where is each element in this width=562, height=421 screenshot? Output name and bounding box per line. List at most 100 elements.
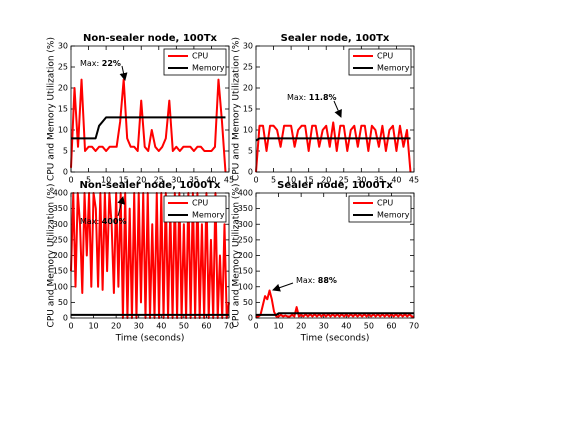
x-tick-label: 40 xyxy=(341,322,351,331)
annotation-value: 11.8% xyxy=(309,93,337,102)
x-tick-label: 45 xyxy=(224,176,234,185)
y-tick-label: 50 xyxy=(243,298,253,307)
y-tick-label: 25 xyxy=(58,63,68,72)
annotation-arrow xyxy=(272,282,294,292)
x-tick-label: 30 xyxy=(319,322,329,331)
annotation-label: Max: xyxy=(287,93,306,102)
x-tick-label: 5 xyxy=(86,176,91,185)
subplot-title: Sealer node, 1000Tx xyxy=(277,180,393,191)
x-tick-label: 20 xyxy=(136,176,146,185)
legend-box xyxy=(163,48,227,76)
x-tick-label: 70 xyxy=(224,322,234,331)
axes-frame xyxy=(70,45,230,173)
axes-frame xyxy=(255,45,415,173)
y-tick-label: 0 xyxy=(63,168,68,177)
y-tick-label: 100 xyxy=(53,282,68,291)
annotation-arrow xyxy=(119,65,128,81)
y-tick-label: 150 xyxy=(53,267,68,276)
annotation-value: 88% xyxy=(318,276,337,285)
x-tick-label: 70 xyxy=(409,322,419,331)
y-tick-label: 400 xyxy=(238,189,253,198)
x-tick-label: 10 xyxy=(88,322,98,331)
annotation: Max: 11.8% xyxy=(287,93,337,102)
y-tick-label: 15 xyxy=(58,105,68,114)
x-tick-label: 50 xyxy=(179,322,189,331)
annotation: Max: 400% xyxy=(80,217,127,226)
y-tick-label: 15 xyxy=(243,105,253,114)
x-axis-label: Time (seconds) xyxy=(300,334,370,344)
y-tick-label: 400 xyxy=(53,189,68,198)
annotation-arrow xyxy=(117,196,126,217)
x-tick-label: 10 xyxy=(101,176,111,185)
y-tick-label: 200 xyxy=(53,251,68,260)
x-tick-label: 25 xyxy=(339,176,349,185)
series-line xyxy=(70,78,227,173)
x-tick-label: 0 xyxy=(68,176,73,185)
y-axis-label: CPU and Memory Utilization (%) xyxy=(47,37,57,181)
legend-label: Memory xyxy=(377,211,410,220)
y-tick-label: 300 xyxy=(238,220,253,229)
x-axis-label: Time (seconds) xyxy=(115,334,185,344)
x-tick-label: 50 xyxy=(364,322,374,331)
annotation-label: Max: xyxy=(80,217,99,226)
x-tick-label: 40 xyxy=(156,322,166,331)
x-tick-label: 20 xyxy=(111,322,121,331)
series-line xyxy=(256,289,414,318)
x-tick-label: 30 xyxy=(356,176,366,185)
y-tick-label: 10 xyxy=(243,126,253,135)
y-tick-label: 200 xyxy=(238,251,253,260)
y-tick-label: 50 xyxy=(58,298,68,307)
y-tick-label: 20 xyxy=(243,84,253,93)
subplot-title: Non-sealer node, 100Tx xyxy=(83,33,218,44)
annotation-value: 22% xyxy=(102,59,121,68)
y-tick-label: 150 xyxy=(238,267,253,276)
x-tick-label: 35 xyxy=(189,176,199,185)
series-line xyxy=(255,121,412,173)
y-tick-label: 350 xyxy=(238,204,253,213)
x-tick-label: 5 xyxy=(271,176,276,185)
y-tick-label: 0 xyxy=(248,314,253,323)
annotation-label: Max: xyxy=(80,59,99,68)
y-tick-label: 25 xyxy=(243,63,253,72)
legend-label: CPU xyxy=(377,52,393,61)
y-tick-label: 250 xyxy=(53,235,68,244)
y-axis-label: CPU and Memory Utilization (%) xyxy=(232,37,242,181)
y-axis-label: CPU and Memory Utilization (%) xyxy=(47,184,57,328)
x-tick-label: 30 xyxy=(134,322,144,331)
y-tick-label: 20 xyxy=(58,84,68,93)
x-tick-label: 35 xyxy=(374,176,384,185)
legend-label: CPU xyxy=(192,199,208,208)
x-tick-label: 20 xyxy=(321,176,331,185)
x-tick-label: 0 xyxy=(68,322,73,331)
x-tick-label: 60 xyxy=(201,322,211,331)
x-tick-label: 45 xyxy=(409,176,419,185)
legend-box xyxy=(348,195,412,223)
y-tick-label: 350 xyxy=(53,204,68,213)
y-tick-label: 250 xyxy=(238,235,253,244)
annotation: Max: 88% xyxy=(296,276,337,285)
legend-label: CPU xyxy=(192,52,208,61)
legend-box xyxy=(348,48,412,76)
annotation-label: Max: xyxy=(296,276,315,285)
y-tick-label: 30 xyxy=(58,42,68,51)
axes-frame xyxy=(255,192,415,319)
series-line xyxy=(255,137,411,142)
x-tick-label: 40 xyxy=(391,176,401,185)
y-axis-label: CPU and Memory Utilization (%) xyxy=(232,184,242,328)
y-tick-label: 0 xyxy=(248,168,253,177)
annotation: Max: 22% xyxy=(80,59,121,68)
x-tick-label: 0 xyxy=(253,322,258,331)
series-line xyxy=(256,312,414,316)
x-tick-label: 15 xyxy=(304,176,314,185)
x-tick-label: 20 xyxy=(296,322,306,331)
y-tick-label: 30 xyxy=(243,42,253,51)
x-tick-label: 15 xyxy=(119,176,129,185)
legend-label: Memory xyxy=(377,64,410,73)
x-tick-label: 0 xyxy=(253,176,258,185)
x-tick-label: 30 xyxy=(171,176,181,185)
legend-label: Memory xyxy=(192,64,225,73)
subplot-title: Sealer node, 100Tx xyxy=(281,33,390,44)
series-line xyxy=(71,116,226,140)
y-tick-label: 10 xyxy=(58,126,68,135)
